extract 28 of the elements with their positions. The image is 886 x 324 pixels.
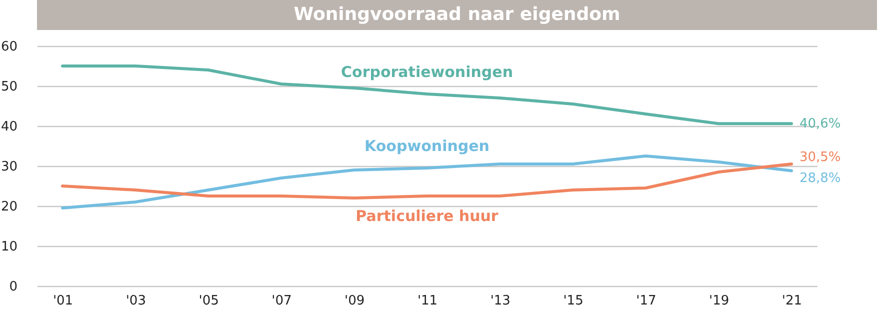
series-label: Particuliere huur xyxy=(356,207,499,225)
chart-title: Woningvoorraad naar eigendom xyxy=(294,4,620,25)
x-tick-label: '19 xyxy=(709,294,730,308)
x-tick-label: '03 xyxy=(126,294,146,308)
x-tick-label: '21 xyxy=(782,294,802,308)
series-label: Corporatiewoningen xyxy=(340,63,514,81)
x-tick-label: '07 xyxy=(272,294,292,308)
y-tick-label: 60 xyxy=(0,40,18,54)
x-tick-label: '15 xyxy=(563,294,584,308)
x-tick-label: '01 xyxy=(52,294,74,308)
y-tick-label: 30 xyxy=(0,160,18,174)
y-tick-label: 10 xyxy=(0,240,18,254)
x-tick-label: '05 xyxy=(198,294,219,308)
line-series xyxy=(61,64,793,126)
x-tick-label: '11 xyxy=(417,294,438,308)
data-label: 40,6% xyxy=(799,116,841,132)
series-label: Koopwoningen xyxy=(364,137,490,155)
x-tick-label: '13 xyxy=(490,294,510,308)
y-tick-label: 20 xyxy=(0,200,18,214)
data-label: 28,8% xyxy=(799,170,841,186)
x-tick-label: '09 xyxy=(344,294,365,308)
data-label: 30,5% xyxy=(799,150,841,165)
line-series xyxy=(61,162,793,200)
y-tick-label: 40 xyxy=(0,120,18,134)
x-tick-label: '17 xyxy=(636,294,656,308)
y-tick-label: 50 xyxy=(0,80,18,94)
line-series xyxy=(61,154,793,210)
y-tick-label: 0 xyxy=(9,280,18,294)
